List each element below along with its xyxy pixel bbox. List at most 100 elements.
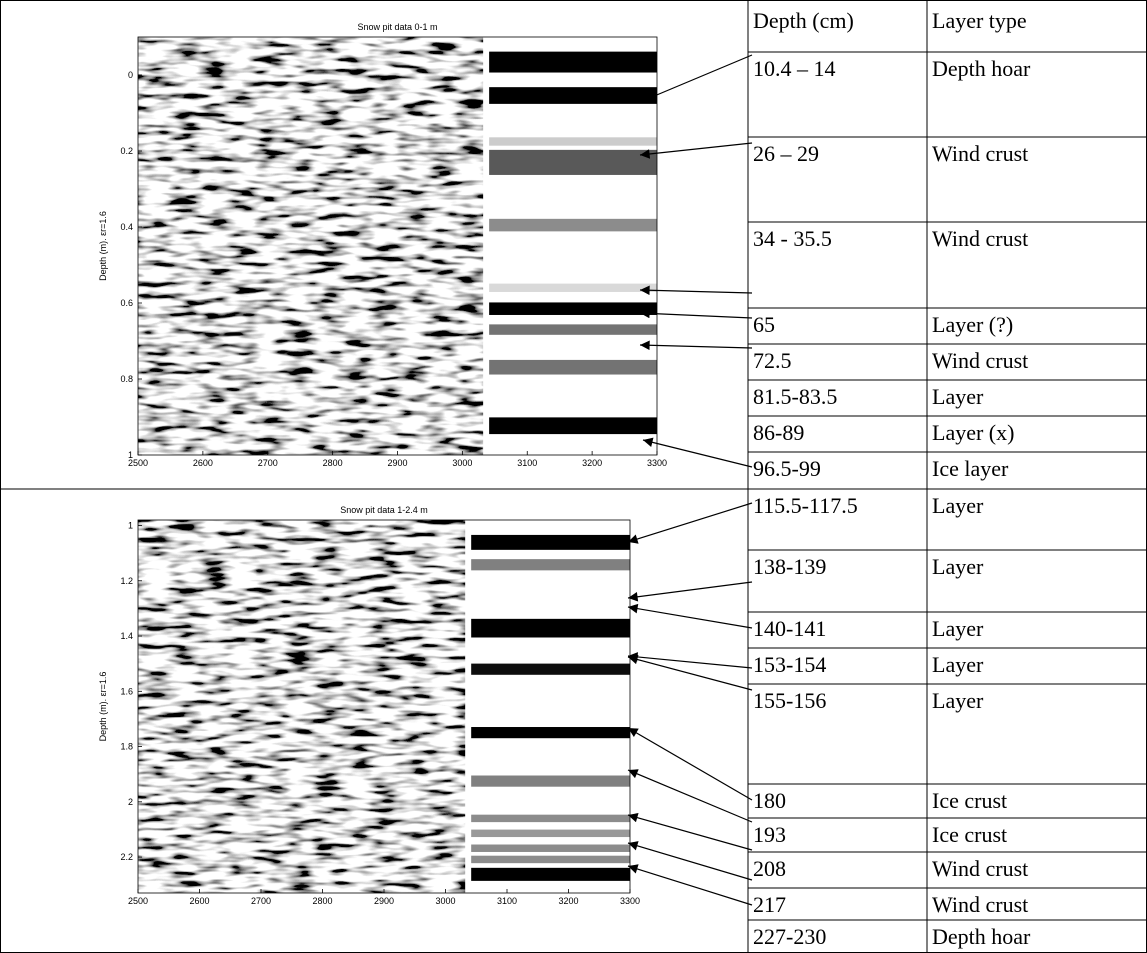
- radar-band: [471, 663, 630, 675]
- radar-band: [489, 87, 657, 104]
- radar-band: [471, 618, 630, 638]
- table-cell: 86-89: [753, 420, 804, 445]
- radargram-plot: Snow pit data 0-1 m Depth (m). εr=1.6 2500…: [98, 22, 667, 468]
- table-cell: Wind crust: [932, 348, 1028, 373]
- y-tick-label: 0.8: [120, 374, 133, 384]
- radargram-plot: Snow pit data 1-2.4 m Depth (m). εr=1.6 25…: [98, 505, 640, 906]
- table-cell: 34 - 35.5: [753, 226, 832, 251]
- arrow: [642, 437, 753, 468]
- table-cell: Wind crust: [932, 141, 1028, 166]
- plot-title: Snow pit data 0-1 m: [357, 22, 437, 32]
- table-cell: Layer: [932, 384, 984, 409]
- table-cell: Ice crust: [932, 788, 1007, 813]
- y-tick-label: 1.4: [120, 631, 133, 641]
- arrow: [627, 769, 753, 823]
- table-cell: 26 – 29: [753, 141, 819, 166]
- plot-title: Snow pit data 1-2.4 m: [340, 505, 428, 515]
- radar-band: [471, 829, 630, 838]
- table-cell: 155-156: [753, 688, 826, 713]
- radar-band: [489, 302, 657, 315]
- x-tick-label: 3100: [517, 458, 537, 468]
- radar-band: [471, 855, 630, 864]
- x-tick-label: 2900: [387, 458, 407, 468]
- x-tick-label: 2600: [189, 896, 209, 906]
- table-cell: Wind crust: [932, 892, 1028, 917]
- radar-band: [489, 51, 657, 73]
- table-cell: 227-230: [753, 924, 826, 949]
- table-cell: Layer: [932, 554, 984, 579]
- table-cell: Wind crust: [932, 226, 1028, 251]
- table-cell: Layer: [932, 652, 984, 677]
- x-tick-label: 2800: [323, 458, 343, 468]
- y-tick-label: 1.6: [120, 686, 133, 696]
- arrow: [627, 864, 753, 906]
- table-cell: 96.5-99: [753, 456, 821, 481]
- table-cell: Layer: [932, 616, 984, 641]
- table-cell: 140-141: [753, 616, 826, 641]
- table-header: Depth (cm): [753, 8, 854, 33]
- arrow: [639, 285, 753, 296]
- radar-band: [471, 844, 630, 852]
- arrow: [627, 727, 753, 801]
- radar-band: [489, 149, 657, 175]
- y-tick-label: 0.2: [120, 146, 133, 156]
- radar-band: [489, 137, 657, 146]
- table-cell: 65: [753, 312, 775, 337]
- radar-band: [489, 417, 657, 435]
- x-tick-label: 2500: [128, 458, 148, 468]
- y-tick-label: 1: [128, 450, 133, 460]
- table-cell: Ice crust: [932, 822, 1007, 847]
- radar-band: [471, 775, 630, 787]
- table-cell: 180: [753, 788, 786, 813]
- x-tick-label: 3000: [435, 896, 455, 906]
- x-tick-label: 3000: [452, 458, 472, 468]
- x-tick-label: 2800: [312, 896, 332, 906]
- radar-background: [483, 37, 657, 455]
- x-tick-label: 2500: [128, 896, 148, 906]
- x-tick-label: 2700: [251, 896, 271, 906]
- table-cell: 72.5: [753, 348, 792, 373]
- arrow: [627, 502, 753, 544]
- x-tick-label: 3300: [647, 458, 667, 468]
- table-cell: 217: [753, 892, 786, 917]
- x-tick-label: 2900: [374, 896, 394, 906]
- table-cell: Depth hoar: [932, 56, 1031, 81]
- x-tick-label: 3200: [582, 458, 602, 468]
- table-cell: Layer: [932, 493, 984, 518]
- arrow: [627, 603, 753, 629]
- arrow: [639, 308, 753, 319]
- table-cell: Wind crust: [932, 856, 1028, 881]
- x-tick-label: 3200: [558, 896, 578, 906]
- y-tick-label: 2: [128, 797, 133, 807]
- table-cell: 10.4 – 14: [753, 56, 836, 81]
- arrow: [627, 812, 753, 851]
- radar-texture: [138, 37, 484, 455]
- arrow: [639, 340, 753, 351]
- table-cell: 81.5-83.5: [753, 384, 837, 409]
- table-cell: 153-154: [753, 652, 826, 677]
- radar-band: [489, 324, 657, 335]
- table-cell: Layer: [932, 688, 984, 713]
- x-tick-label: 2700: [258, 458, 278, 468]
- arrow: [639, 54, 753, 103]
- radar-band: [489, 218, 657, 232]
- radar-texture: [138, 520, 466, 893]
- table-cell: Layer (?): [932, 312, 1013, 337]
- y-tick-label: 0.4: [120, 222, 133, 232]
- y-axis-label: Depth (m). εr=1.6: [98, 211, 108, 281]
- radar-band: [471, 727, 630, 739]
- radar-band: [471, 867, 630, 881]
- radar-band: [489, 283, 657, 292]
- x-tick-label: 2600: [193, 458, 213, 468]
- table-cell: 138-139: [753, 554, 826, 579]
- y-tick-label: 2.2: [120, 852, 133, 862]
- table-cell: Layer (x): [932, 420, 1014, 445]
- table-cell: 193: [753, 822, 786, 847]
- arrow: [627, 654, 753, 691]
- y-tick-label: 0.6: [120, 298, 133, 308]
- arrow: [627, 581, 753, 602]
- table-cell: 208: [753, 856, 786, 881]
- y-tick-label: 1.8: [120, 742, 133, 752]
- table-cell: Ice layer: [932, 456, 1009, 481]
